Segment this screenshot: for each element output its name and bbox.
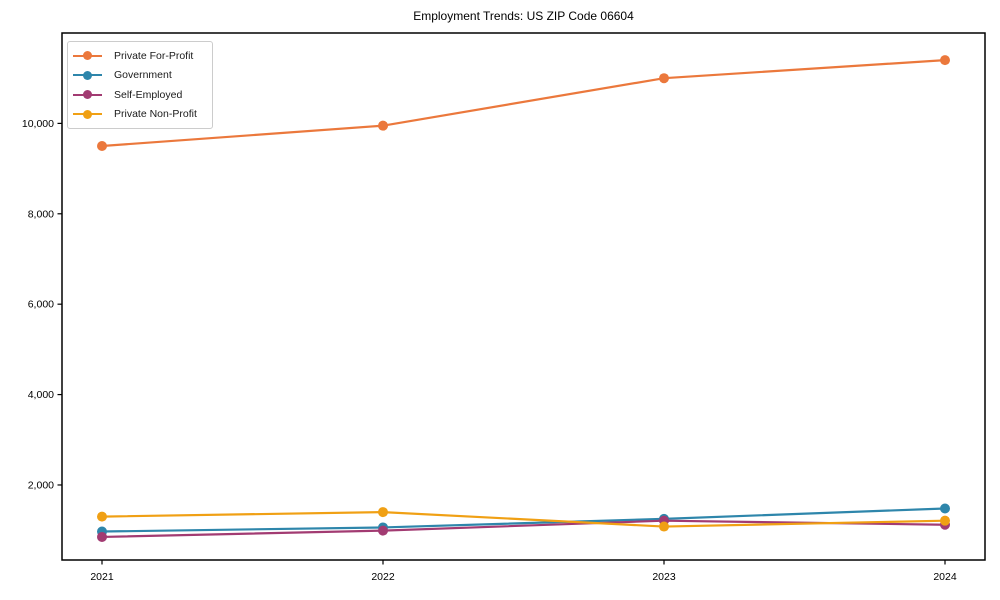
legend-swatch-icon xyxy=(73,109,102,119)
x-tick-label: 2021 xyxy=(90,571,114,583)
legend-swatch-icon xyxy=(73,51,102,61)
legend-item: Self-Employed xyxy=(73,85,204,105)
data-point-marker xyxy=(378,525,388,536)
x-tick-label: 2023 xyxy=(652,571,676,583)
series-line xyxy=(100,59,947,148)
data-point-marker xyxy=(378,120,388,131)
legend-label: Private Non-Profit xyxy=(114,108,197,121)
y-tick-label: 2,000 xyxy=(28,479,54,491)
legend-swatch-icon xyxy=(73,70,102,80)
legend-item: Government xyxy=(73,66,204,86)
data-point-marker xyxy=(97,531,107,542)
data-point-marker xyxy=(378,507,388,518)
legend-label: Private For-Profit xyxy=(114,49,194,62)
legend-item: Private Non-Profit xyxy=(73,105,204,125)
legend-label: Government xyxy=(114,69,172,82)
data-point-marker xyxy=(940,503,950,514)
y-tick-label: 8,000 xyxy=(28,208,54,220)
y-tick-label: 4,000 xyxy=(28,389,54,401)
series-line xyxy=(100,507,947,533)
chart-title: Employment Trends: US ZIP Code 06604 xyxy=(413,9,634,23)
data-point-marker xyxy=(659,521,669,532)
y-tick-label: 6,000 xyxy=(28,299,54,311)
x-tick-label: 2022 xyxy=(371,571,395,583)
data-point-marker xyxy=(97,511,107,522)
chart-legend: Private For-Profit Government Self-Employe… xyxy=(67,41,213,129)
legend-label: Self-Employed xyxy=(114,88,183,101)
series-line xyxy=(100,510,947,528)
plot-frame xyxy=(61,32,986,561)
data-point-marker xyxy=(940,55,950,66)
data-point-marker xyxy=(97,140,107,151)
x-tick-label: 2024 xyxy=(933,571,957,583)
data-point-marker xyxy=(940,515,950,526)
legend-item: Private For-Profit xyxy=(73,46,204,66)
legend-swatch-icon xyxy=(73,90,102,100)
y-tick-label: 10,000 xyxy=(22,118,54,130)
data-point-marker xyxy=(659,73,669,84)
